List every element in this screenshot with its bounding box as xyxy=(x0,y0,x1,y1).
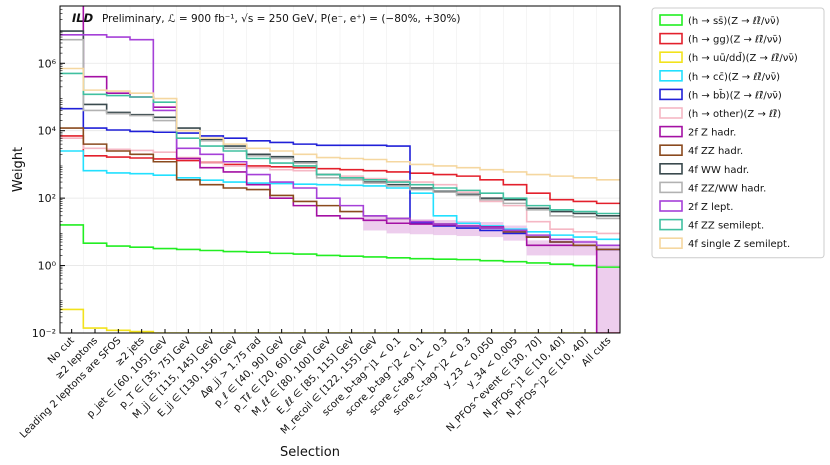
uncertainty-bin xyxy=(550,240,574,256)
legend-label-2: (h → uū/dd̄)(Z → ℓℓ̄/νν̄) xyxy=(688,51,798,64)
y-tick-label: 10⁴ xyxy=(38,125,57,138)
legend-label-3: (h → cc̄)(Z → ℓℓ̄/νν̄) xyxy=(688,72,780,83)
legend-label-11: 4f ZZ semilept. xyxy=(688,221,764,232)
series-line-0 xyxy=(60,224,620,268)
legend-swatch-0 xyxy=(659,14,683,26)
uncertainty-bin xyxy=(386,218,410,234)
x-axis-label: Selection xyxy=(280,445,340,460)
series-line-3 xyxy=(60,150,620,241)
uncertainty-bin xyxy=(526,240,550,256)
legend-label-8: 4f WW hadr. xyxy=(688,165,749,176)
uncertainty-bin xyxy=(480,222,504,238)
legend-label-9: 4f ZZ/WW hadr. xyxy=(688,183,766,194)
series-line-2 xyxy=(60,308,620,333)
legend-swatch-8 xyxy=(659,163,683,175)
legend-label-7: 4f ZZ hadr. xyxy=(688,146,743,157)
legend-frame xyxy=(651,7,825,259)
legend-label-1: (h → gg)(Z → ℓℓ̄/νν̄) xyxy=(688,35,782,46)
y-tick-label: 10² xyxy=(38,192,56,205)
legend-swatch-6 xyxy=(659,125,683,138)
legend-swatch-3 xyxy=(659,70,683,82)
legend-label-10: 2f Z lept. xyxy=(688,202,733,213)
uncertainty-bin xyxy=(363,215,387,231)
y-tick-label: 10⁶ xyxy=(38,57,57,70)
title-prefix: ILD xyxy=(72,11,94,25)
series-line-11 xyxy=(60,72,620,215)
y-tick-label: 10⁰ xyxy=(38,260,57,273)
uncertainty-bin xyxy=(573,240,597,256)
legend-label-4: (h → bb̄)(Z → ℓℓ̄/νν̄) xyxy=(688,89,782,102)
legend-swatch-12 xyxy=(659,237,683,249)
x-tick-label: Leading 2 leptons are SFOS xyxy=(18,335,123,440)
legend-swatch-2 xyxy=(659,51,683,64)
title-text: Preliminary, ℒ = 900 fb⁻¹, √s = 250 GeV,… xyxy=(102,13,460,25)
legend-label-5: (h → other)(Z → ℓℓ̄) xyxy=(688,109,781,120)
legend-swatch-9 xyxy=(659,181,683,194)
legend-swatch-1 xyxy=(659,32,683,45)
legend-swatch-11 xyxy=(659,218,683,231)
legend-label-0: (h → ss̄)(Z → ℓℓ̄/νν̄) xyxy=(688,16,780,27)
legend-label-12: 4f single Z semilept. xyxy=(688,239,790,250)
series-group xyxy=(60,6,620,333)
series-line-10 xyxy=(60,33,620,247)
y-axis: 10⁻² 10⁰ 10² 10⁴ 10⁶ Weight xyxy=(11,8,65,340)
chart-title: ILD Preliminary, ℒ = 900 fb⁻¹, √s = 250 G… xyxy=(72,11,460,25)
legend-swatch-10 xyxy=(659,200,683,212)
y-tick-label: 10⁻² xyxy=(32,327,56,340)
legend-swatch-5 xyxy=(659,107,683,119)
y-axis-label: Weight xyxy=(11,147,26,192)
uncertainty-bin xyxy=(433,220,457,236)
legend-swatch-7 xyxy=(659,144,683,156)
legend-label-6: 2f Z hadr. xyxy=(688,128,736,139)
series-line-12 xyxy=(60,67,620,181)
legend: (h → ss̄)(Z → ℓℓ̄/νν̄) (h → gg)(Z → ℓℓ̄/ν… xyxy=(651,7,825,259)
uncertainty-bin xyxy=(596,245,620,333)
legend-swatch-4 xyxy=(659,88,683,101)
